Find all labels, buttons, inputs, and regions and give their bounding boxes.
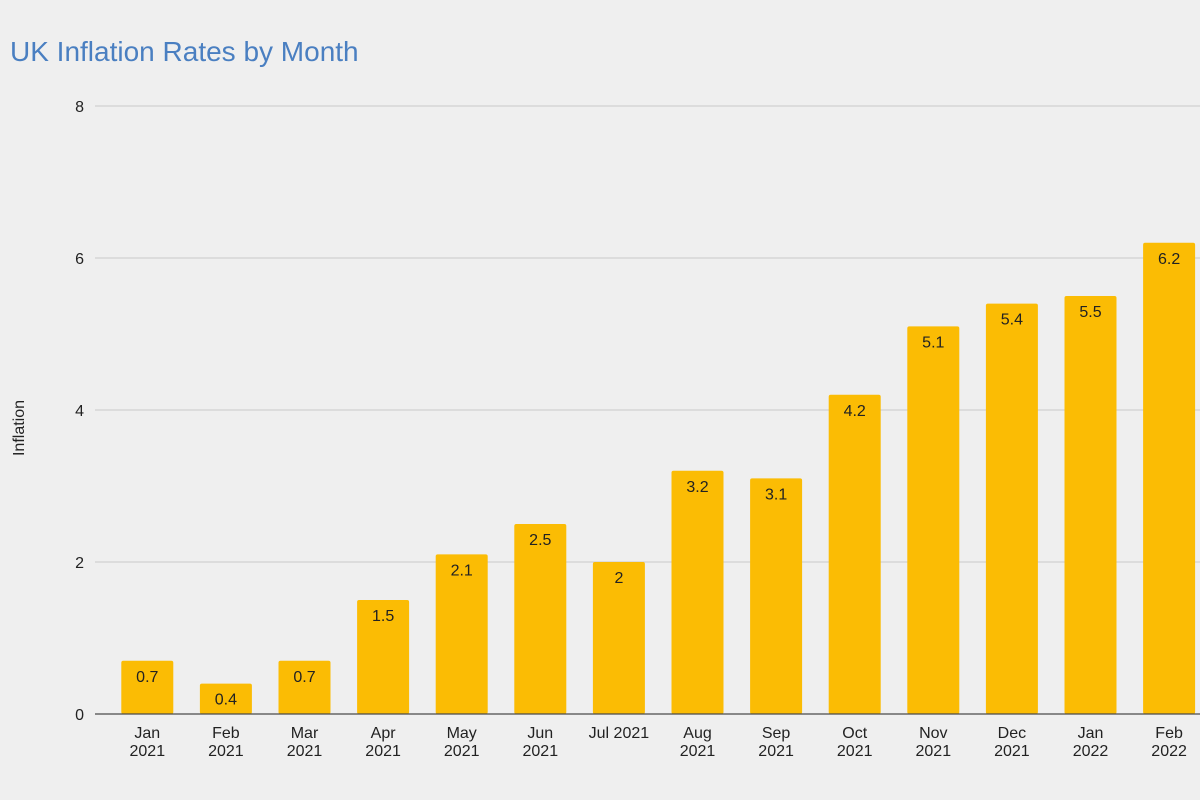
- x-tick-label: Jun 2021: [523, 725, 559, 760]
- bar-value-label: 3.1: [765, 486, 787, 503]
- x-tick-label: Jan 2021: [130, 725, 166, 760]
- y-tick-label: 2: [75, 555, 84, 572]
- bar-value-label: 0.4: [215, 692, 237, 709]
- x-tick-label: Dec 2021: [994, 725, 1030, 760]
- y-tick-label: 8: [75, 99, 84, 116]
- bar: [985, 303, 1038, 714]
- bar-value-label: 0.7: [293, 669, 315, 686]
- bar: [1064, 296, 1117, 714]
- y-tick-label: 4: [75, 403, 84, 420]
- bar-value-label: 2: [614, 570, 623, 587]
- bar-value-label: 0.7: [136, 669, 158, 686]
- bar-value-label: 3.2: [686, 479, 708, 496]
- bar-value-label: 6.2: [1158, 251, 1180, 268]
- bar-value-label: 2.5: [529, 532, 551, 549]
- x-tick-label: Mar 2021: [287, 725, 323, 760]
- x-tick-label: Apr 2021: [365, 725, 401, 760]
- bar-value-label: 2.1: [451, 562, 473, 579]
- bar-value-label: 1.5: [372, 608, 394, 625]
- bar: [121, 660, 174, 714]
- bar-value-label: 5.4: [1001, 312, 1023, 329]
- bar: [828, 394, 881, 714]
- bar: [671, 470, 724, 714]
- value-labels: 0.7 0.4 0.7 1.5 2.1 2.5 2 3.2 3.1 4.2 5.1 5.4 5.5 6.2: [136, 251, 1180, 709]
- x-tick-label: Oct 2021: [837, 725, 873, 760]
- x-tick-label: Feb 2022: [1151, 725, 1187, 760]
- bar: [514, 524, 567, 714]
- bar: [357, 600, 410, 714]
- bar-value-label: 5.5: [1079, 304, 1101, 321]
- bar: [278, 660, 331, 714]
- y-axis-ticks: 0 2 4 6 8: [75, 99, 84, 724]
- y-tick-label: 6: [75, 251, 84, 268]
- x-axis-ticks: Jan 2021 Feb 2021 Mar 2021 Apr 2021 May 2021 Jun 20…: [130, 725, 1187, 760]
- bar: [199, 683, 252, 714]
- bar-value-label: 5.1: [922, 334, 944, 351]
- bar: [750, 478, 803, 714]
- x-tick-label: Feb 2021: [208, 725, 244, 760]
- x-tick-label: Nov 2021: [916, 725, 952, 760]
- y-tick-label: 0: [75, 707, 84, 724]
- x-tick-label: Aug 2021: [680, 725, 716, 760]
- bar: [592, 562, 645, 714]
- x-tick-label: Sep 2021: [758, 725, 794, 760]
- x-tick-label: Jul 2021: [589, 725, 650, 742]
- bar-value-label: 4.2: [844, 403, 866, 420]
- bar: [435, 554, 488, 714]
- x-tick-label: Jan 2022: [1073, 725, 1109, 760]
- bar: [907, 326, 960, 714]
- x-tick-label: May 2021: [444, 725, 480, 760]
- chart-title: UK Inflation Rates by Month: [10, 36, 359, 67]
- bar: [1143, 242, 1196, 715]
- bars: [121, 242, 1196, 715]
- y-axis-label: Inflation: [11, 400, 28, 456]
